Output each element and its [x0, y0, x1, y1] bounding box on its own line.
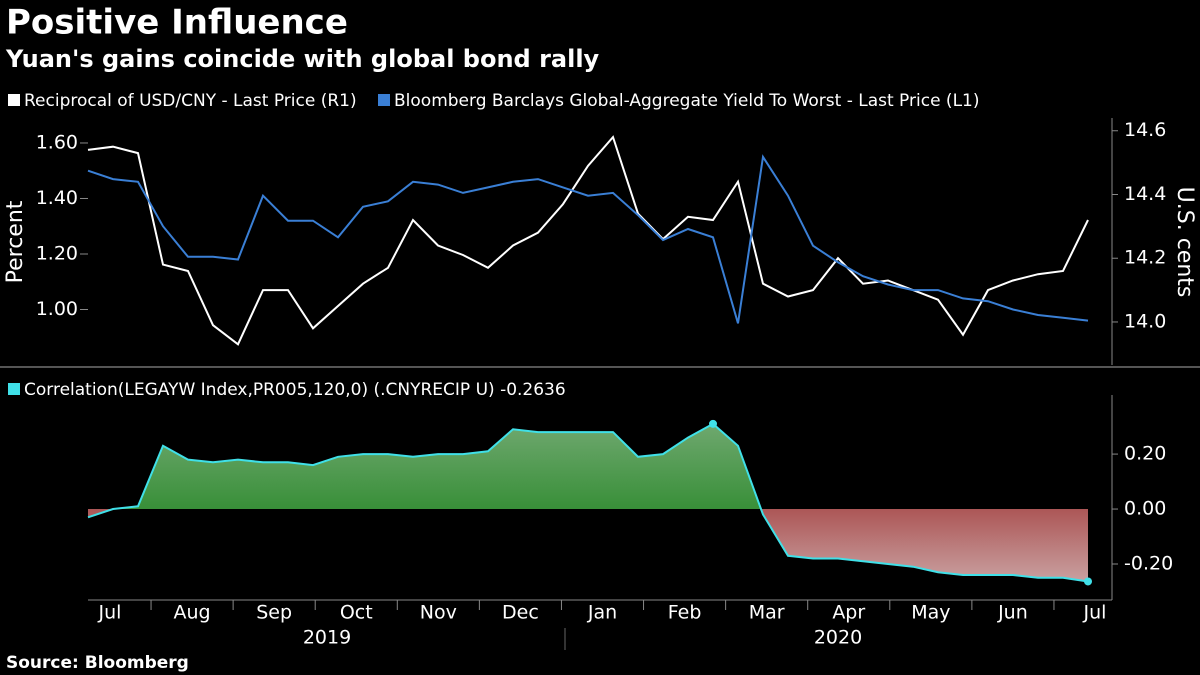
point-marker — [1084, 577, 1092, 586]
line-series — [87, 154, 1089, 324]
y-tick-label: 14.4 — [1124, 183, 1166, 205]
y-tick-label: 1.60 — [36, 131, 78, 153]
legend-swatch — [8, 94, 20, 106]
x-tick-label: Jul — [98, 602, 122, 624]
x-tick-label: Feb — [668, 602, 702, 624]
point-marker — [709, 419, 717, 428]
year-label: 2019 — [303, 627, 351, 649]
x-tick-label: Jan — [587, 602, 617, 624]
y-tick-label: 14.2 — [1124, 247, 1166, 269]
source: Source: Bloomberg — [6, 653, 189, 673]
chart-title: Positive Influence — [6, 3, 348, 43]
line-series — [87, 422, 1089, 583]
chart-subtitle: Yuan's gains coincide with global bond r… — [5, 45, 600, 73]
x-tick-label: Dec — [502, 602, 539, 624]
y-tick-label: 1.00 — [36, 298, 78, 320]
y-tick-label: 0.00 — [1124, 498, 1166, 520]
x-tick-label: Aug — [174, 602, 211, 624]
x-tick-label: Jul — [1083, 602, 1107, 624]
x-tick-label: May — [911, 602, 950, 624]
legend-label: Reciprocal of USD/CNY - Last Price (R1) — [24, 91, 357, 111]
y2-axis-label: U.S. cents — [1172, 187, 1197, 298]
x-tick-label: Sep — [256, 602, 292, 624]
y-tick-label: 14.0 — [1124, 310, 1166, 332]
y-axis-label: Percent — [3, 200, 28, 283]
x-tick-label: Mar — [749, 602, 785, 624]
y-tick-label: 14.6 — [1124, 119, 1166, 141]
area-positive — [112, 423, 762, 510]
y-tick-label: 0.20 — [1124, 443, 1166, 465]
x-tick-label: Nov — [420, 602, 457, 624]
y-tick-label: -0.20 — [1124, 553, 1173, 575]
legend-swatch — [8, 383, 20, 395]
y-tick-label: 1.40 — [36, 187, 78, 209]
x-tick-label: Oct — [340, 602, 373, 624]
x-tick-label: Apr — [832, 602, 865, 624]
x-tick-label: Jun — [997, 602, 1028, 624]
legend-label: Bloomberg Barclays Global-Aggregate Yiel… — [394, 91, 980, 111]
year-label: 2020 — [814, 627, 862, 649]
legend-label: Correlation(LEGAYW Index,PR005,120,0) (.… — [24, 380, 566, 400]
line-series — [87, 135, 1089, 346]
area-negative — [88, 509, 1088, 582]
legend-swatch — [378, 94, 390, 106]
y-tick-label: 1.20 — [36, 242, 78, 264]
